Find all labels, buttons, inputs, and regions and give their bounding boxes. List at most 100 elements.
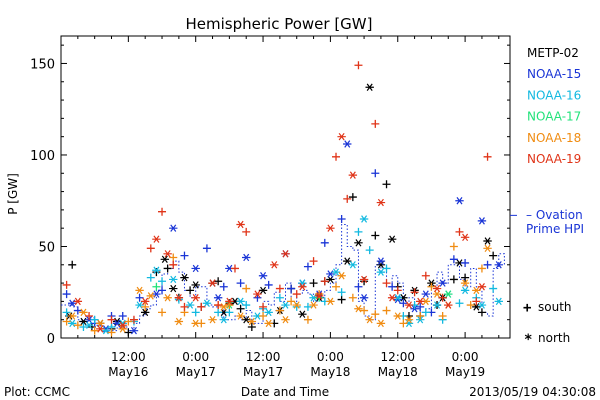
data-point-north bbox=[432, 301, 442, 309]
data-point-north bbox=[236, 220, 245, 229]
legend-entry-noaa-19: NOAA-19 bbox=[527, 152, 581, 166]
data-point-south bbox=[449, 255, 458, 264]
data-point-north bbox=[202, 299, 212, 307]
data-point-south bbox=[275, 284, 284, 293]
data-point-south bbox=[371, 231, 380, 240]
data-point-north bbox=[174, 294, 184, 302]
data-points bbox=[62, 61, 503, 337]
data-point-south bbox=[158, 308, 167, 317]
data-point-north bbox=[213, 294, 223, 302]
data-point-north bbox=[376, 268, 386, 276]
data-point-south bbox=[73, 306, 82, 315]
x-axis: 12:00May160:00May1712:00May170:00May1812… bbox=[77, 36, 500, 379]
data-point-north bbox=[298, 283, 307, 291]
data-point-south bbox=[388, 282, 397, 291]
y-axis-label: P [GW] bbox=[6, 173, 20, 215]
data-point-south bbox=[163, 264, 172, 273]
data-point-north bbox=[140, 297, 150, 306]
data-point-south bbox=[158, 277, 167, 286]
data-point-south bbox=[214, 277, 223, 286]
data-point-north bbox=[68, 312, 77, 320]
data-point-south bbox=[320, 238, 329, 247]
data-point-south bbox=[332, 282, 341, 291]
data-point-south bbox=[461, 273, 470, 282]
data-point-south bbox=[169, 260, 178, 269]
data-point-south bbox=[438, 293, 447, 302]
data-point-north bbox=[225, 297, 234, 306]
plot-frame bbox=[60, 35, 511, 339]
data-point-south bbox=[259, 302, 268, 311]
data-point-south bbox=[416, 312, 425, 321]
data-point-north bbox=[343, 140, 352, 148]
data-point-south bbox=[236, 304, 245, 313]
data-point-north bbox=[152, 235, 161, 243]
series-noaa-19 bbox=[62, 61, 492, 333]
data-point-north bbox=[460, 279, 470, 287]
y-tick-label: 50 bbox=[38, 240, 55, 255]
data-point-north bbox=[455, 197, 464, 205]
data-point-south bbox=[360, 306, 369, 315]
data-point-north bbox=[191, 264, 200, 273]
data-point-south bbox=[259, 312, 268, 321]
data-point-north bbox=[160, 255, 170, 264]
data-point-south bbox=[371, 310, 380, 319]
data-point-south bbox=[354, 282, 363, 291]
data-point-south bbox=[337, 288, 346, 297]
data-point-south bbox=[393, 286, 402, 295]
data-point-north bbox=[376, 319, 386, 328]
data-point-south bbox=[371, 119, 380, 128]
data-point-south bbox=[236, 279, 245, 288]
data-point-north bbox=[326, 224, 335, 232]
legend-entry-metp-02: METP-02 bbox=[527, 46, 579, 60]
data-point-north bbox=[84, 321, 94, 329]
data-point-north bbox=[118, 321, 127, 329]
data-point-south bbox=[343, 194, 352, 203]
data-point-south bbox=[225, 308, 234, 317]
data-point-north bbox=[264, 319, 273, 328]
data-point-south bbox=[90, 326, 99, 335]
data-point-south bbox=[219, 282, 228, 291]
north-label: north bbox=[538, 331, 570, 345]
data-point-south bbox=[399, 299, 408, 308]
data-point-north bbox=[180, 273, 189, 282]
data-point-north bbox=[494, 261, 503, 269]
data-point-north bbox=[281, 301, 290, 309]
data-point-south bbox=[62, 308, 71, 317]
x-tick-time: 12:00 bbox=[246, 350, 281, 364]
data-point-south bbox=[107, 328, 116, 337]
x-tick-time: 0:00 bbox=[182, 350, 209, 364]
data-point-north bbox=[281, 250, 290, 258]
asterisk-marker-icon: * bbox=[524, 332, 532, 348]
data-point-south bbox=[292, 290, 301, 299]
data-point-south bbox=[483, 152, 492, 161]
data-point-south bbox=[472, 297, 481, 306]
data-point-south bbox=[85, 312, 94, 321]
data-point-north bbox=[292, 301, 301, 309]
data-point-south bbox=[354, 61, 363, 70]
plus-marker-icon: + bbox=[523, 300, 531, 316]
data-point-south bbox=[303, 262, 312, 271]
data-point-south bbox=[466, 301, 475, 310]
data-point-north bbox=[477, 217, 487, 225]
data-point-south bbox=[230, 264, 239, 273]
data-point-south bbox=[264, 280, 273, 289]
x-tick-date: May17 bbox=[176, 365, 216, 379]
y-axis: 0 50 100 150 bbox=[30, 44, 510, 347]
data-point-south bbox=[365, 246, 374, 255]
data-point-north bbox=[264, 308, 273, 317]
data-point-south bbox=[421, 308, 430, 317]
ovation-prime-hpi-line bbox=[61, 224, 505, 332]
y-tick-label: 150 bbox=[30, 57, 55, 72]
data-point-north bbox=[73, 297, 83, 306]
data-point-north bbox=[163, 294, 172, 302]
data-point-south bbox=[186, 286, 195, 295]
legend: METP-02 NOAA-15 NOAA-16 NOAA-17 NOAA-18 NOAA-… bbox=[527, 46, 581, 166]
data-point-south bbox=[337, 295, 346, 304]
data-point-south bbox=[287, 284, 296, 293]
data-point-south bbox=[197, 319, 206, 328]
data-point-north bbox=[236, 312, 245, 320]
data-point-north bbox=[281, 315, 290, 324]
data-point-south bbox=[461, 258, 470, 267]
data-point-north bbox=[387, 235, 397, 243]
